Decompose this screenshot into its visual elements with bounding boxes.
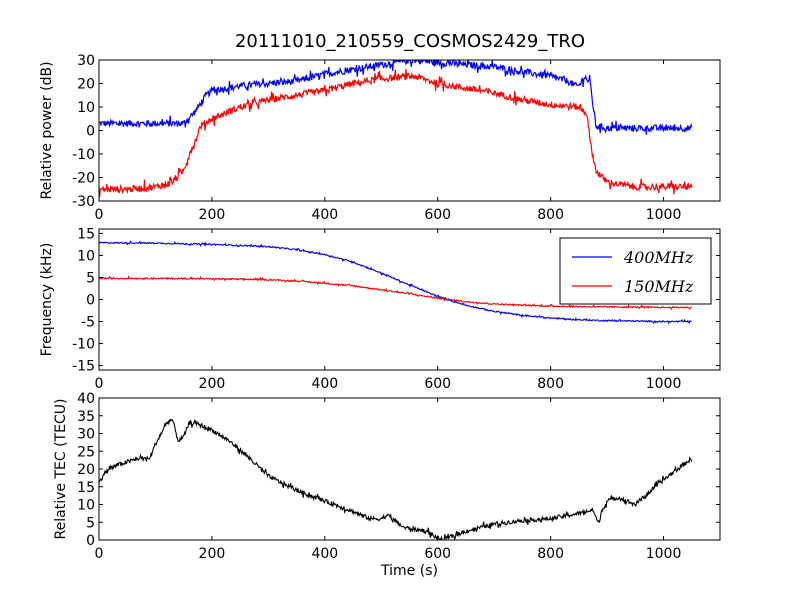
x-tick-label: 1000	[646, 376, 682, 392]
y-tick-label: 40	[77, 391, 95, 407]
subplot-1: 0 200 400 600 800 1000 -30 -20 -10 0 10 20 30 Relativ…	[39, 53, 721, 223]
x-tick-label: 0	[95, 546, 104, 562]
x-tick-label: 400	[311, 546, 338, 562]
series-line-1	[99, 418, 693, 540]
y-tick-label: -15	[72, 359, 95, 375]
plot-area	[99, 60, 693, 198]
y-tick-label: 30	[77, 53, 95, 69]
y-tick-label: 35	[77, 409, 95, 425]
x-tick-label: 1000	[646, 207, 682, 223]
legend: 400MHz 150MHz	[559, 237, 712, 305]
x-tick-label: 800	[537, 376, 564, 392]
series-line-1	[99, 60, 693, 135]
x-tick-label: 200	[199, 376, 226, 392]
legend-label: 150MHz	[624, 277, 694, 296]
y-tick-label: 20	[77, 77, 95, 93]
x-tick-label: 200	[199, 207, 226, 223]
x-tick-label: 1000	[646, 546, 682, 562]
x-tick-label: 400	[311, 207, 338, 223]
y-tick-label: -10	[72, 337, 95, 353]
subplot-2: 0 200 400 600 800 1000 -15 -10 -5 0 5 10 15 Frequency…	[39, 226, 721, 392]
subplots: 0 200 400 600 800 1000-30-20-100102030Relativ…	[39, 53, 721, 579]
y-tick-label: 0	[86, 124, 95, 140]
y-axis-label: Relative power (dB)	[39, 61, 55, 199]
subplot-3: 0 200 400 600 800 10000510152025303540Relativ…	[53, 391, 721, 579]
series-line-2	[99, 275, 692, 311]
x-tick-label: 600	[424, 546, 451, 562]
y-tick-label: 10	[77, 498, 95, 514]
y-tick-label: 15	[77, 480, 95, 496]
chart-title: 20111010_210559_COSMOS2429_TRO	[235, 31, 585, 52]
y-tick-label: 0	[86, 293, 95, 309]
y-tick-label: 20	[77, 462, 95, 478]
legend-box	[559, 237, 712, 305]
legend-label: 400MHz	[623, 248, 694, 267]
series-line-2	[99, 68, 693, 198]
plot-area	[99, 418, 693, 540]
y-tick-label: 30	[77, 427, 95, 443]
y-tick-label: -10	[72, 147, 95, 163]
y-tick-label: 5	[86, 515, 95, 531]
x-tick-label: 400	[311, 376, 338, 392]
y-tick-label: 10	[77, 248, 95, 264]
y-tick-label: 5	[86, 270, 95, 286]
x-tick-label: 0	[95, 376, 104, 392]
y-tick-label: 15	[77, 226, 95, 242]
x-tick-label: 200	[199, 546, 226, 562]
x-axis-label: Time (s)	[380, 563, 438, 579]
y-tick-label: 25	[77, 444, 95, 460]
y-tick-label: 10	[77, 100, 95, 116]
y-tick-label: -5	[81, 315, 95, 331]
x-tick-label: 800	[537, 546, 564, 562]
x-tick-label: 0	[95, 207, 104, 223]
y-tick-label: -20	[72, 171, 95, 187]
plot-area	[99, 240, 693, 325]
y-tick-label: -30	[72, 194, 95, 210]
x-tick-label: 600	[424, 376, 451, 392]
y-axis-label: Frequency (kHz)	[39, 243, 55, 357]
x-tick-label: 600	[424, 207, 451, 223]
series-line-1	[99, 240, 693, 325]
x-tick-label: 800	[537, 207, 564, 223]
y-tick-label: 0	[86, 533, 95, 549]
y-axis-label: Relative TEC (TECU)	[53, 399, 69, 540]
